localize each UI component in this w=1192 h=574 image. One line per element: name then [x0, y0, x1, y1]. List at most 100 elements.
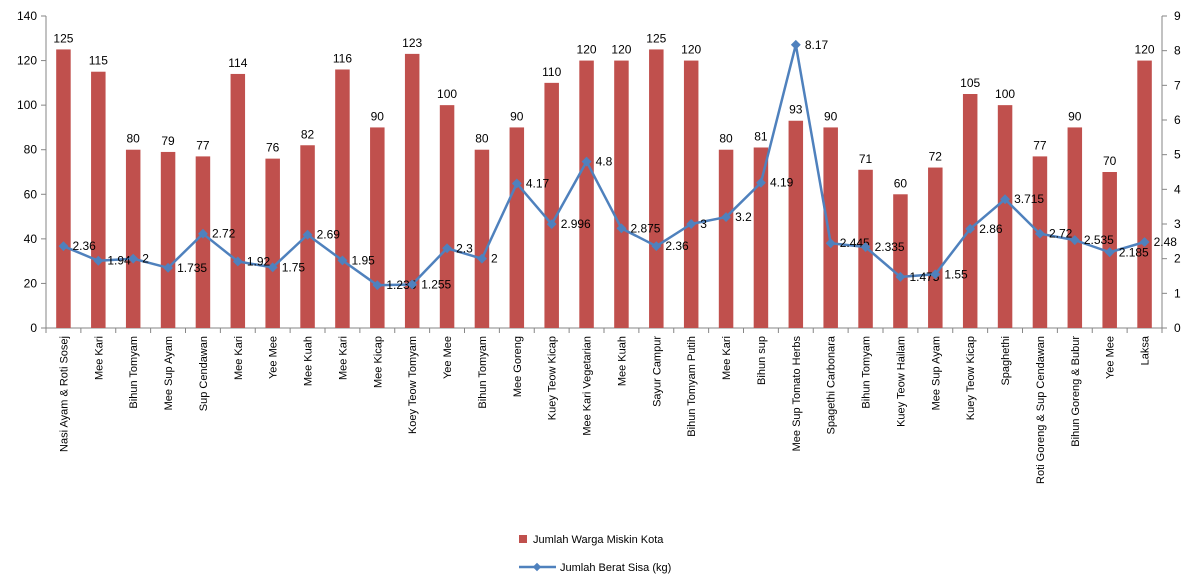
- bar: [893, 194, 908, 328]
- line-value-label: 4.19: [770, 176, 794, 190]
- bar-value-label: 120: [681, 43, 701, 57]
- bar: [335, 69, 350, 328]
- bar-value-label: 79: [161, 134, 175, 148]
- bar: [962, 94, 978, 328]
- bar: [509, 127, 525, 328]
- category-label: Mee Kari Vegetarian: [582, 336, 594, 436]
- left-tick-label: 60: [24, 187, 38, 201]
- line-value-label: 1.255: [421, 277, 451, 291]
- bar-value-label: 120: [1135, 43, 1155, 57]
- bar-value-label: 93: [789, 103, 803, 117]
- line-value-label: 2.535: [1084, 233, 1114, 247]
- left-tick-label: 120: [17, 54, 37, 68]
- line-value-label: 1.55: [944, 267, 968, 281]
- bar-value-label: 60: [894, 176, 908, 190]
- bar: [195, 156, 211, 328]
- line-marker: [267, 262, 278, 273]
- line-value-label: 2.86: [979, 222, 1003, 236]
- line-value-label: 4.17: [526, 176, 550, 190]
- line-value-label: 1.235: [386, 278, 416, 292]
- category-label: Bihun Goreng & Bubur: [1070, 336, 1082, 447]
- bar: [125, 149, 141, 328]
- category-label: Mee Kari: [721, 336, 733, 380]
- left-tick-label: 80: [24, 143, 38, 157]
- line-marker: [442, 243, 453, 254]
- bar: [1067, 127, 1083, 328]
- bar-value-label: 110: [542, 65, 561, 79]
- bar-value-label: 90: [510, 109, 524, 123]
- bar: [474, 149, 490, 328]
- bar: [439, 105, 455, 329]
- bar-value-label: 114: [228, 56, 247, 70]
- line-marker: [1139, 237, 1150, 247]
- bar: [91, 71, 106, 328]
- line-value-label: 2: [142, 252, 149, 266]
- bar: [544, 82, 559, 328]
- line-marker: [965, 223, 976, 234]
- line-value-label: 2.69: [317, 228, 341, 242]
- right-tick-label: 6: [1174, 113, 1181, 127]
- category-label: Kuey Teow Kicap: [965, 336, 977, 420]
- bar-value-label: 105: [960, 76, 980, 90]
- category-label: Nasi Ayam & Roti Sosej: [58, 336, 70, 452]
- line-marker: [197, 228, 208, 239]
- bar-value-label: 100: [437, 87, 457, 101]
- category-label: Yee Mee: [1105, 336, 1117, 379]
- legend-line-marker: [532, 562, 542, 572]
- bar: [718, 149, 734, 328]
- line-value-label: 2.72: [1049, 227, 1073, 241]
- line-marker: [825, 238, 836, 249]
- line-marker: [755, 177, 766, 188]
- line-value-label: 1.94: [107, 254, 131, 268]
- category-label: Mee Kuah: [616, 336, 628, 386]
- line-marker: [163, 262, 174, 273]
- line-marker: [407, 279, 418, 290]
- category-label: Spaghethi: [1000, 336, 1012, 386]
- bar-value-label: 90: [824, 109, 838, 123]
- bar: [614, 60, 629, 328]
- line-marker: [860, 242, 871, 253]
- category-label: Bihun Tomyam: [477, 336, 489, 409]
- line-value-label: 3.2: [735, 210, 752, 224]
- right-tick-label: 9: [1174, 9, 1181, 23]
- bar-value-label: 80: [475, 132, 489, 146]
- line-marker: [511, 178, 522, 189]
- category-label: Bihun Tomyam Putih: [686, 336, 698, 437]
- category-label: Yee Mee: [442, 336, 454, 379]
- bar-value-label: 70: [1103, 154, 1117, 168]
- bar-value-label: 90: [1068, 109, 1082, 123]
- line-marker: [1034, 228, 1045, 239]
- bar: [56, 49, 71, 329]
- right-tick-label: 7: [1174, 78, 1181, 92]
- line-marker: [1000, 194, 1011, 205]
- line-marker: [895, 271, 906, 282]
- line-marker: [232, 256, 243, 267]
- line-value-label: 4.8: [596, 155, 613, 169]
- bar: [1137, 60, 1152, 328]
- category-label: Bihun sup: [756, 336, 768, 385]
- line-value-label: 2.996: [561, 217, 591, 231]
- category-label: Bihun Tomyam: [861, 336, 873, 409]
- bar: [265, 158, 280, 328]
- category-label: Sup Cendawan: [198, 336, 210, 411]
- category-label: Bihun Tomyam: [128, 336, 140, 409]
- left-tick-label: 0: [30, 321, 37, 335]
- line-value-label: 1.735: [177, 261, 207, 275]
- bar-value-label: 76: [266, 141, 280, 155]
- line-marker: [337, 255, 348, 266]
- bar: [823, 127, 838, 328]
- right-tick-label: 3: [1174, 217, 1181, 231]
- line-value-label: 1.95: [351, 253, 375, 267]
- bar: [370, 127, 385, 328]
- line-marker: [546, 219, 557, 230]
- line-value-label: 2.72: [212, 227, 236, 241]
- category-label: Mee Kari: [233, 336, 245, 380]
- line-value-label: 2.875: [630, 221, 660, 235]
- bar-value-label: 120: [611, 43, 631, 57]
- right-tick-label: 8: [1174, 44, 1181, 58]
- right-tick-label: 5: [1174, 148, 1181, 162]
- legend-bar-label: Jumlah Warga Miskin Kota: [533, 534, 664, 546]
- bar-value-label: 80: [127, 132, 141, 146]
